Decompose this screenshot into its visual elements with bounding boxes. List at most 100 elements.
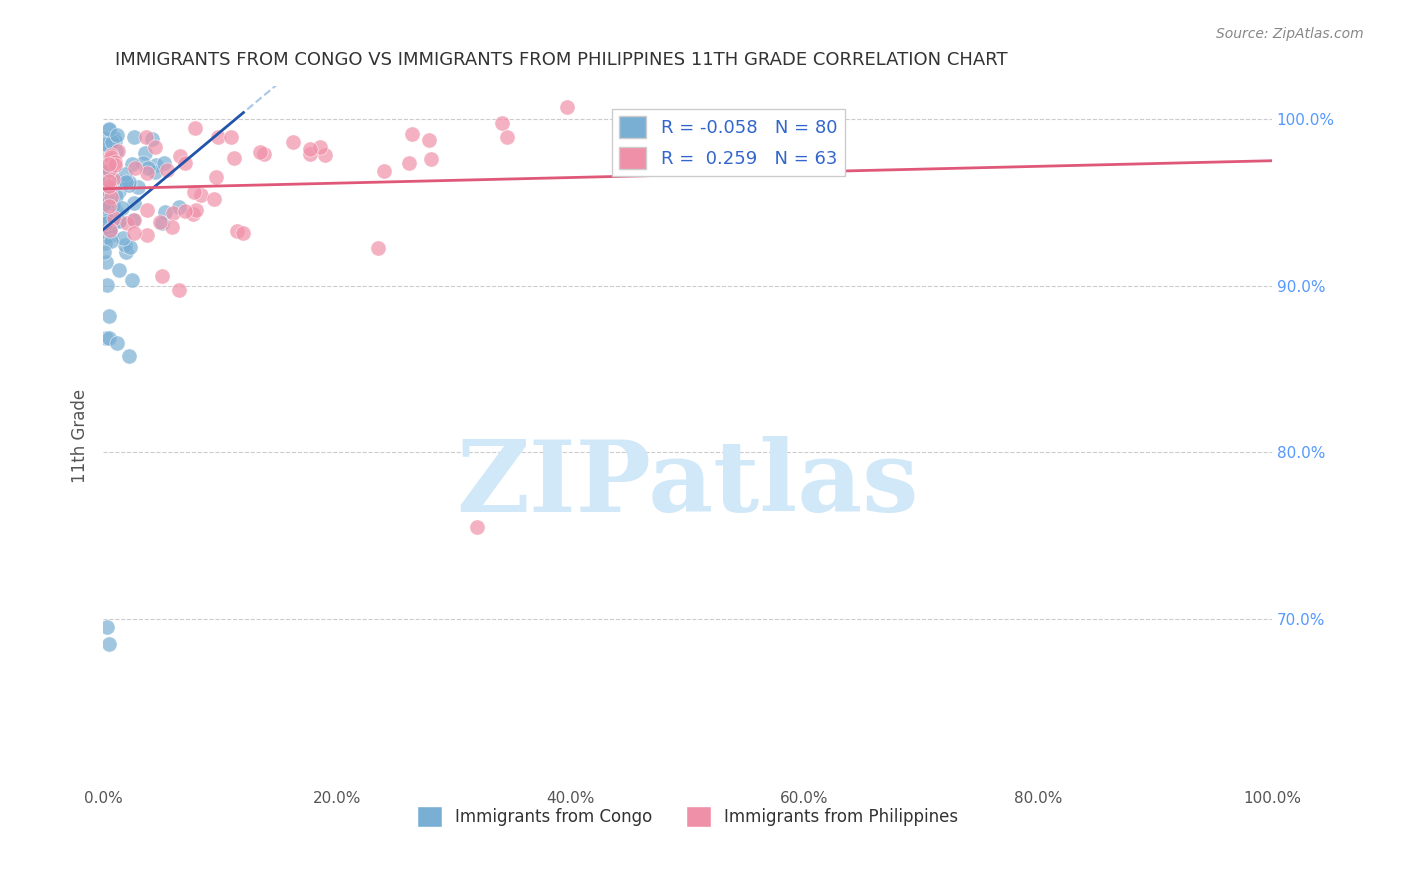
Point <box>114 238 136 252</box>
Point <box>98 181 121 195</box>
Point <box>105 145 128 159</box>
Point <box>115 216 138 230</box>
Point <box>97 122 120 136</box>
Point <box>169 149 191 163</box>
Point <box>93 177 115 191</box>
Point <box>93 183 115 197</box>
Point <box>143 165 166 179</box>
Point <box>202 192 225 206</box>
Point <box>103 171 125 186</box>
Point <box>298 142 321 156</box>
Point <box>184 120 207 135</box>
Point <box>93 245 115 260</box>
Point <box>104 158 127 172</box>
Point <box>98 163 121 178</box>
Point <box>222 151 245 165</box>
Point <box>495 129 517 144</box>
Point <box>94 217 117 231</box>
Point <box>122 227 145 241</box>
Point <box>143 139 166 153</box>
Point <box>98 123 121 137</box>
Point <box>121 157 143 171</box>
Point <box>136 203 159 218</box>
Point <box>100 135 122 149</box>
Point <box>94 166 117 180</box>
Point <box>112 231 135 245</box>
Point <box>91 162 114 177</box>
Point <box>131 155 153 169</box>
Point <box>105 203 128 218</box>
Point <box>114 167 136 181</box>
Point <box>96 196 118 211</box>
Point <box>226 223 249 237</box>
Point <box>232 227 254 241</box>
Point <box>127 180 149 194</box>
Point <box>115 175 138 189</box>
Point <box>104 134 127 148</box>
Point <box>149 215 172 229</box>
Point <box>105 128 128 142</box>
Point <box>100 190 122 204</box>
Point <box>162 219 184 234</box>
Point <box>174 155 197 169</box>
Point <box>103 130 125 145</box>
Point <box>299 147 322 161</box>
Point <box>418 133 440 147</box>
Point <box>96 206 118 220</box>
Point <box>281 135 304 149</box>
Point <box>93 197 115 211</box>
Point <box>141 132 163 146</box>
Point <box>367 241 389 255</box>
Point <box>465 520 488 534</box>
Point <box>93 146 115 161</box>
Point <box>181 207 204 221</box>
Point <box>98 331 121 345</box>
Point <box>94 131 117 145</box>
Point <box>107 145 129 159</box>
Point <box>94 137 117 152</box>
Point <box>108 175 131 189</box>
Point <box>124 161 146 176</box>
Point <box>135 130 157 145</box>
Point <box>150 268 173 283</box>
Point <box>98 174 121 188</box>
Y-axis label: 11th Grade: 11th Grade <box>72 389 89 483</box>
Point <box>122 129 145 144</box>
Point <box>100 181 122 195</box>
Point <box>96 187 118 202</box>
Point <box>105 335 128 350</box>
Point <box>98 223 121 237</box>
Point <box>101 172 124 186</box>
Point <box>98 179 121 194</box>
Point <box>94 331 117 345</box>
Point <box>118 349 141 363</box>
Point <box>124 195 146 210</box>
Point <box>111 201 134 215</box>
Point <box>136 161 159 175</box>
Point <box>153 156 176 170</box>
Point <box>419 152 441 166</box>
Point <box>104 155 127 169</box>
Point <box>145 159 167 173</box>
Point <box>98 140 121 154</box>
Legend: Immigrants from Congo, Immigrants from Philippines: Immigrants from Congo, Immigrants from P… <box>411 800 965 833</box>
Point <box>98 224 121 238</box>
Point <box>118 175 141 189</box>
Point <box>167 200 190 214</box>
Point <box>108 263 131 277</box>
Point <box>150 216 173 230</box>
Point <box>555 100 578 114</box>
Point <box>108 212 131 227</box>
Point <box>98 221 121 235</box>
Point <box>190 187 212 202</box>
Point <box>121 273 143 287</box>
Point <box>98 637 121 651</box>
Point <box>121 213 143 227</box>
Point <box>401 127 423 141</box>
Point <box>167 283 190 297</box>
Point <box>98 309 121 323</box>
Text: Source: ZipAtlas.com: Source: ZipAtlas.com <box>1216 27 1364 41</box>
Point <box>100 150 122 164</box>
Point <box>96 277 118 292</box>
Point <box>108 214 131 228</box>
